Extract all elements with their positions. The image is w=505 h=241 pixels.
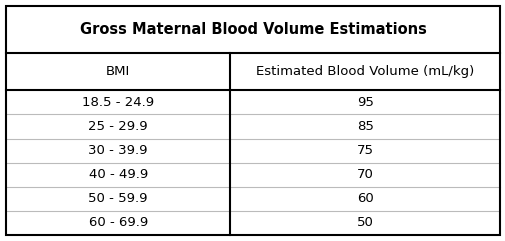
Text: 25 - 29.9: 25 - 29.9 [88, 120, 147, 133]
Text: Gross Maternal Blood Volume Estimations: Gross Maternal Blood Volume Estimations [79, 22, 426, 37]
Text: 60 - 69.9: 60 - 69.9 [88, 216, 147, 229]
Text: Estimated Blood Volume (mL/kg): Estimated Blood Volume (mL/kg) [256, 65, 473, 78]
Text: 70: 70 [356, 168, 373, 181]
Text: 50: 50 [356, 216, 373, 229]
Text: 95: 95 [356, 96, 373, 109]
Text: 50 - 59.9: 50 - 59.9 [88, 192, 147, 205]
Text: BMI: BMI [106, 65, 130, 78]
Text: 75: 75 [356, 144, 373, 157]
Text: 60: 60 [356, 192, 373, 205]
Text: 18.5 - 24.9: 18.5 - 24.9 [82, 96, 154, 109]
Text: 30 - 39.9: 30 - 39.9 [88, 144, 147, 157]
Text: 85: 85 [356, 120, 373, 133]
Text: 40 - 49.9: 40 - 49.9 [88, 168, 147, 181]
